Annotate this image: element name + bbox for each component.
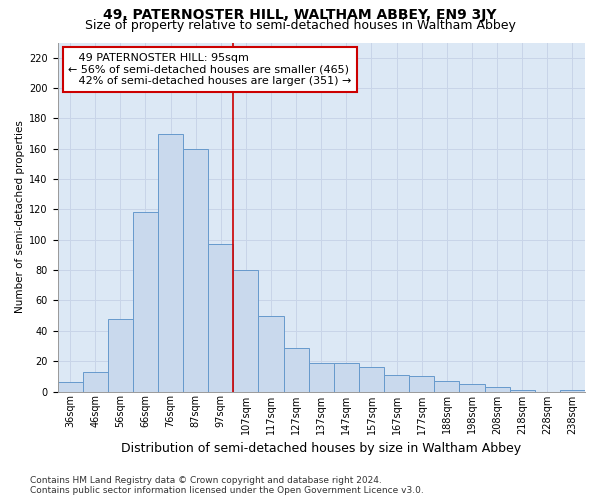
X-axis label: Distribution of semi-detached houses by size in Waltham Abbey: Distribution of semi-detached houses by … — [121, 442, 521, 455]
Bar — [308, 362, 334, 392]
Bar — [83, 372, 108, 392]
Bar — [259, 316, 284, 392]
Bar — [560, 390, 585, 392]
Bar — [284, 348, 308, 392]
Text: 49 PATERNOSTER HILL: 95sqm
← 56% of semi-detached houses are smaller (465)
   42: 49 PATERNOSTER HILL: 95sqm ← 56% of semi… — [68, 53, 352, 86]
Bar — [334, 362, 359, 392]
Bar — [133, 212, 158, 392]
Bar — [208, 244, 233, 392]
Bar — [58, 382, 83, 392]
Bar — [460, 384, 485, 392]
Y-axis label: Number of semi-detached properties: Number of semi-detached properties — [15, 120, 25, 314]
Bar — [409, 376, 434, 392]
Text: Size of property relative to semi-detached houses in Waltham Abbey: Size of property relative to semi-detach… — [85, 19, 515, 32]
Bar — [384, 375, 409, 392]
Bar — [509, 390, 535, 392]
Text: Contains HM Land Registry data © Crown copyright and database right 2024.
Contai: Contains HM Land Registry data © Crown c… — [30, 476, 424, 495]
Bar — [485, 387, 509, 392]
Bar — [359, 367, 384, 392]
Bar — [108, 318, 133, 392]
Bar — [183, 148, 208, 392]
Bar — [233, 270, 259, 392]
Bar — [158, 134, 183, 392]
Text: 49, PATERNOSTER HILL, WALTHAM ABBEY, EN9 3JY: 49, PATERNOSTER HILL, WALTHAM ABBEY, EN9… — [103, 8, 497, 22]
Bar — [434, 381, 460, 392]
